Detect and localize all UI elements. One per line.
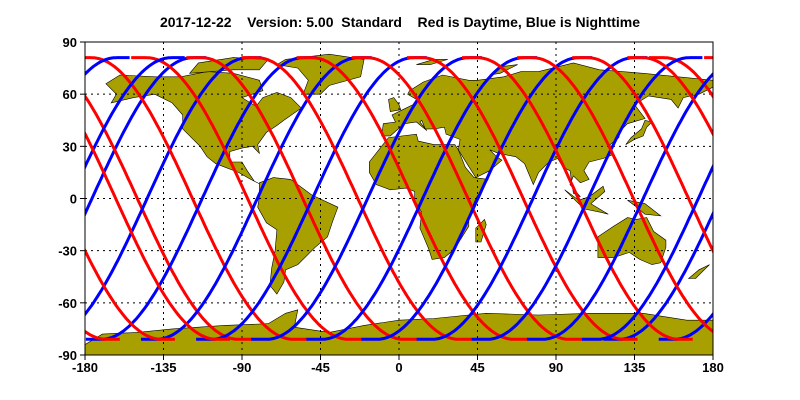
x-tick-label: -90: [233, 360, 252, 375]
night-track: [85, 56, 207, 218]
y-tick-label: 0: [70, 192, 77, 207]
x-tick-label: -45: [311, 360, 330, 375]
night-track: [714, 58, 800, 340]
night-track: [526, 71, 713, 341]
y-tick-label: 30: [63, 139, 77, 154]
day-track: [462, 56, 693, 341]
landmass-japan: [625, 119, 653, 145]
day-track: [627, 56, 713, 138]
x-tick-label: -135: [150, 360, 176, 375]
day-track: [186, 56, 417, 341]
title-version: Version: 5.00: [247, 14, 334, 30]
night-track: [603, 210, 713, 341]
x-tick-label: 0: [395, 360, 402, 375]
day-track: [649, 56, 713, 100]
night-track: [769, 58, 800, 340]
day-track: [406, 56, 638, 341]
day-track: [759, 58, 800, 340]
day-track: [704, 56, 713, 60]
day-track: [241, 56, 473, 341]
x-tick-label: -180: [72, 360, 98, 375]
landmass-svalbard: [416, 59, 448, 65]
night-track: [471, 56, 703, 341]
x-tick-label: 180: [702, 360, 724, 375]
orbit-tracks: [0, 56, 800, 341]
landmass-greenland: [276, 53, 365, 95]
plot-frame: [84, 41, 714, 356]
landmass-south-america: [257, 177, 339, 295]
title-date: 2017-12-22: [159, 14, 232, 30]
y-tick-label: 90: [63, 35, 77, 50]
night-track: [141, 56, 372, 341]
y-tick-label: -30: [58, 244, 77, 259]
night-track: [0, 58, 19, 340]
x-tick-label: 45: [470, 360, 484, 375]
day-track: [85, 56, 307, 341]
day-track: [572, 56, 713, 254]
x-tick-label: 90: [549, 360, 563, 375]
day-track: [296, 56, 528, 341]
night-track: [85, 56, 130, 77]
day-track: [0, 58, 65, 340]
night-track: [85, 56, 317, 341]
night-track: [85, 56, 185, 171]
day-track: [85, 130, 230, 341]
title-product: Standard: [341, 14, 402, 30]
landmass-madagascar: [475, 218, 487, 243]
night-track: [85, 56, 262, 317]
x-tick-label: 135: [624, 360, 646, 375]
night-track: [361, 56, 593, 341]
day-track: [131, 56, 362, 341]
y-tick-label: -60: [58, 296, 77, 311]
day-track: [351, 56, 583, 341]
title-legend-note: Red is Daytime, Blue is Nighttime: [417, 14, 641, 30]
night-track: [306, 56, 538, 341]
night-track: [658, 311, 713, 341]
day-track: [85, 93, 252, 341]
landmass-new-guinea: [627, 199, 662, 217]
night-track: [196, 56, 427, 341]
day-track: [517, 56, 713, 334]
day-track: [85, 247, 175, 341]
plot-title: 2017-12-22 Version: 5.00 Standard Red is…: [0, 14, 800, 30]
y-tick-label: -90: [58, 348, 77, 363]
y-tick-label: 60: [63, 87, 77, 102]
day-track: [0, 58, 10, 340]
night-track: [251, 56, 482, 341]
night-track: [582, 163, 713, 341]
landmass-britain: [388, 97, 402, 112]
night-track: [416, 56, 648, 341]
landmass-new-zealand: [687, 264, 710, 279]
